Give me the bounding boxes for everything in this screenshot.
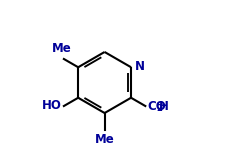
Text: HO: HO (41, 99, 61, 112)
Text: Me: Me (52, 42, 72, 55)
Text: CO: CO (147, 99, 166, 113)
Text: N: N (135, 60, 145, 73)
Text: H: H (158, 99, 168, 113)
Text: 2: 2 (156, 104, 162, 114)
Text: Me: Me (95, 133, 114, 146)
